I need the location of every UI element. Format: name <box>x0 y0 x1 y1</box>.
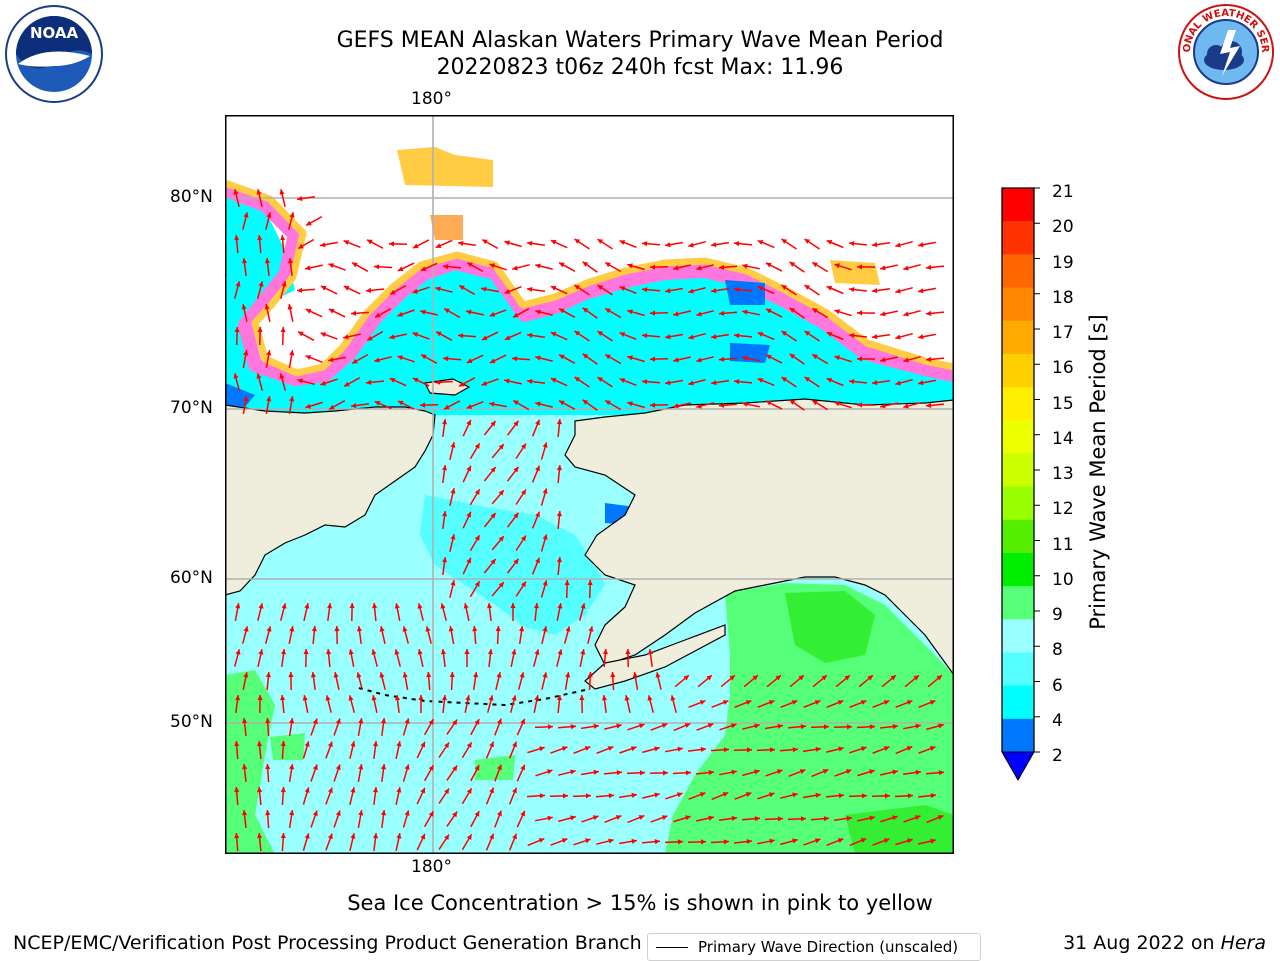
footer-host: Hera <box>1221 932 1266 954</box>
map-svg <box>225 115 954 854</box>
colorbar-segment <box>1002 188 1034 222</box>
colorbar-tick-label: 10 <box>1052 570 1074 590</box>
lon-label-top: 180° <box>411 89 452 109</box>
colorbar-tick-label: 12 <box>1052 499 1074 519</box>
colorbar-tick-label: 8 <box>1052 640 1063 660</box>
colorbar-tick-label: 14 <box>1052 429 1074 449</box>
colorbar-segment <box>1002 254 1034 288</box>
colorbar-segment <box>1002 387 1034 421</box>
lat-label-80: 80°N <box>170 187 213 207</box>
footer-date-text: 31 Aug 2022 on <box>1063 932 1220 954</box>
colorbar-segment <box>1002 686 1034 720</box>
colorbar-segment <box>1002 719 1034 753</box>
colorbar-tick-label: 11 <box>1052 535 1074 555</box>
colorbar-segment <box>1002 487 1034 521</box>
colorbar-segment <box>1002 321 1034 355</box>
colorbar-segment <box>1002 221 1034 255</box>
sea-ice-floe <box>430 215 463 240</box>
colorbar-tick-label: 19 <box>1052 253 1074 273</box>
chart-subtitle: 20220823 t06z 240h fcst Max: 11.96 <box>0 54 1280 81</box>
map-panel: Primary Wave Direction (unscaled) <box>225 115 954 854</box>
colorbar-label: Primary Wave Mean Period [s] <box>1086 314 1110 630</box>
colorbar-ticks: 21 20 19 18 17 16 15 14 13 12 11 10 9 8 6 4 2 <box>1040 180 1090 770</box>
north-pacific-green <box>270 733 305 760</box>
colorbar-segment <box>1002 652 1034 686</box>
colorbar-tick-label: 16 <box>1052 358 1074 378</box>
colorbar-tick-label: 9 <box>1052 605 1063 625</box>
map-legend: Primary Wave Direction (unscaled) <box>647 933 981 961</box>
short-period-patch <box>730 343 770 363</box>
footer-date: 31 Aug 2022 on Hera <box>1063 932 1266 954</box>
lat-label-70: 70°N <box>170 398 213 418</box>
lat-label-50: 50°N <box>170 712 213 732</box>
colorbar-tick-label: 6 <box>1052 676 1063 696</box>
sea-ice-caption: Sea Ice Concentration > 15% is shown in … <box>0 891 1280 915</box>
colorbar-segment <box>1002 453 1034 487</box>
short-period-patch <box>725 280 765 305</box>
colorbar-segment <box>1002 553 1034 587</box>
colorbar-segment <box>1002 420 1034 454</box>
colorbar-tick-label: 21 <box>1052 182 1074 202</box>
lat-label-60: 60°N <box>170 568 213 588</box>
colorbar-tick-label: 13 <box>1052 464 1074 484</box>
footer-branch: NCEP/EMC/Verification Post Processing Pr… <box>13 932 642 954</box>
colorbar-segment <box>1002 354 1034 388</box>
legend-label: Primary Wave Direction (unscaled) <box>698 938 958 956</box>
colorbar-tick-label: 18 <box>1052 288 1074 308</box>
colorbar-extend-arrow <box>1002 752 1034 780</box>
lon-label-bottom: 180° <box>411 857 452 877</box>
colorbar-segment <box>1002 520 1034 554</box>
colorbar-tick-label: 20 <box>1052 217 1074 237</box>
colorbar-tick-label: 15 <box>1052 394 1074 414</box>
colorbar-segment <box>1002 619 1034 653</box>
colorbar-tick-label: 4 <box>1052 711 1063 731</box>
colorbar-segment <box>1002 288 1034 322</box>
colorbar-tick-label: 17 <box>1052 323 1074 343</box>
legend-line-swatch <box>656 947 688 948</box>
colorbar-tick-label: 2 <box>1052 746 1063 766</box>
colorbar <box>1002 188 1036 782</box>
chart-title: GEFS MEAN Alaskan Waters Primary Wave Me… <box>0 27 1280 54</box>
colorbar-segment <box>1002 586 1034 620</box>
